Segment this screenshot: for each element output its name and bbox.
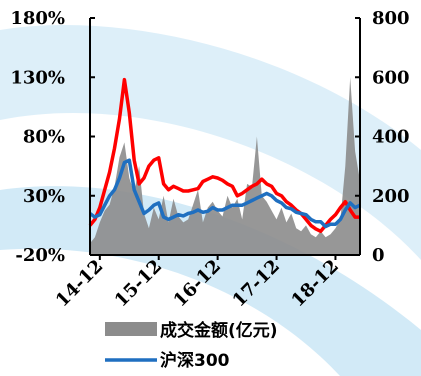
right-tick-label: 800: [372, 8, 410, 29]
plot-area: [88, 77, 361, 255]
red-series-line: [88, 77, 360, 234]
right-tick-label: 400: [372, 127, 410, 148]
left-tick-label: 130%: [10, 67, 65, 88]
x-tick-label: 15-12: [111, 256, 167, 312]
background-swoosh-top: [0, 25, 421, 260]
volume-area: [90, 77, 360, 255]
legend: 成交金额(亿元) 沪深300: [105, 320, 278, 371]
left-tick-label: 80%: [23, 127, 65, 148]
hs300-line: [88, 158, 361, 229]
legend-swatch-volume: [105, 322, 157, 336]
left-tick-label: -20%: [15, 245, 65, 266]
legend-label: 沪深300: [160, 350, 230, 371]
left-tick-label: 180%: [10, 8, 65, 29]
right-tick-label: 0: [372, 245, 385, 266]
legend-label: 成交金额(亿元): [160, 320, 278, 341]
right-tick-label: 600: [372, 67, 410, 88]
left-tick-label: 30%: [23, 186, 65, 207]
right-tick-label: 200: [372, 186, 410, 207]
